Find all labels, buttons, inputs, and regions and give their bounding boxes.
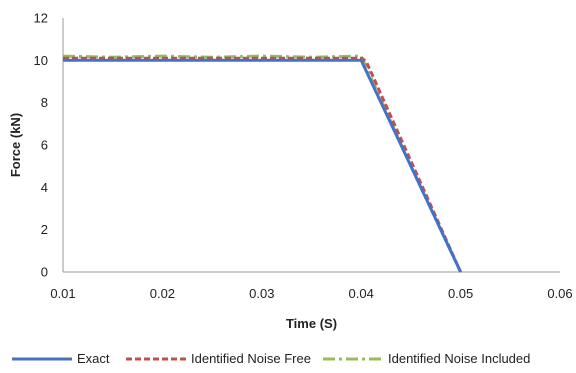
- legend-label: Identified Noise Free: [191, 351, 311, 366]
- series-lines: [62, 54, 462, 273]
- series-line-1: [63, 58, 462, 273]
- legend: Exact Identified Noise Free Identified Noi…: [12, 351, 530, 366]
- y-axis-title: Force (kN): [8, 113, 23, 177]
- x-tick-label: 0.04: [349, 286, 374, 301]
- x-tick-label: 0.01: [50, 286, 75, 301]
- y-tick-label: 0: [41, 265, 48, 280]
- y-tick-label: 6: [41, 138, 48, 153]
- legend-label: Exact: [77, 351, 110, 366]
- legend-label: Identified Noise Included: [388, 351, 530, 366]
- x-axis-title: Time (S): [286, 316, 337, 331]
- series-line-3: [62, 54, 462, 273]
- y-tick-label: 2: [41, 222, 48, 237]
- x-tick-label: 0.06: [547, 286, 572, 301]
- x-tick-label: 0.02: [150, 286, 175, 301]
- x-tick-label: 0.05: [448, 286, 473, 301]
- y-tick-label: 12: [34, 11, 48, 26]
- x-tick-labels: 0.01 0.02 0.03 0.04 0.05 0.06: [50, 286, 572, 301]
- y-tick-label: 4: [41, 180, 48, 195]
- y-tick-labels: 0 2 4 6 8 10 12: [34, 11, 48, 280]
- y-tick-label: 10: [34, 53, 48, 68]
- x-tick-label: 0.03: [249, 286, 274, 301]
- series-line-2: [63, 56, 462, 273]
- y-tick-label: 8: [41, 95, 48, 110]
